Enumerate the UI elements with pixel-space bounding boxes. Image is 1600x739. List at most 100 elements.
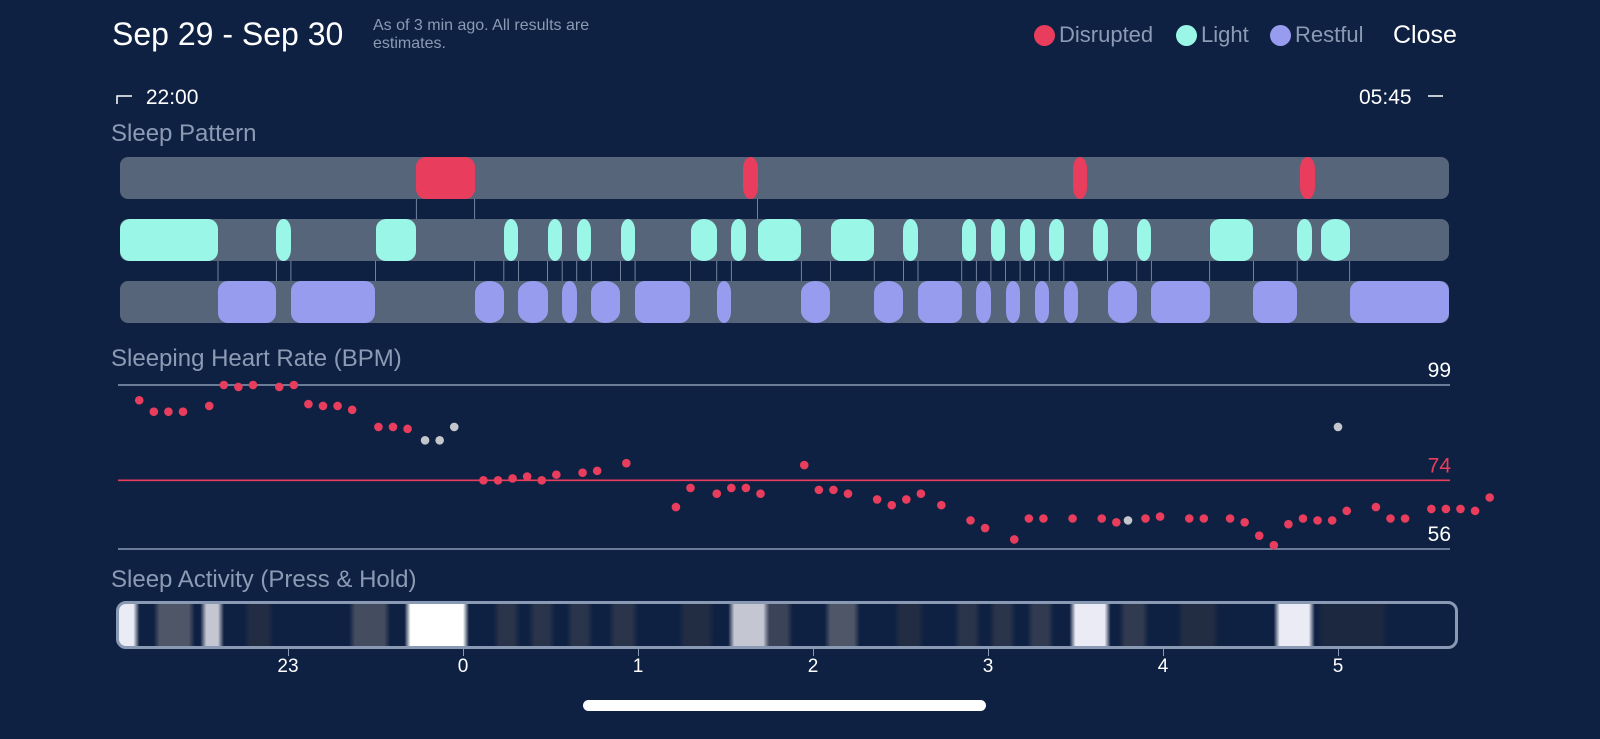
hour-tick-label: 1 bbox=[632, 656, 644, 677]
restful-segment bbox=[1034, 281, 1050, 323]
activity-band bbox=[1280, 604, 1309, 646]
hr-point bbox=[493, 476, 503, 485]
hr-point bbox=[552, 470, 561, 479]
restful-segment bbox=[1063, 281, 1079, 323]
hr-point bbox=[347, 405, 357, 415]
restful-segment bbox=[1349, 281, 1449, 323]
hr-point bbox=[1225, 514, 1235, 523]
hr-point bbox=[887, 500, 897, 510]
restful-dot-icon bbox=[1270, 24, 1291, 46]
activity-band bbox=[572, 604, 587, 646]
restful-segment bbox=[918, 281, 962, 323]
hr-point bbox=[829, 485, 838, 495]
activity-band bbox=[615, 604, 633, 646]
hr-point bbox=[164, 407, 173, 416]
activity-band bbox=[734, 604, 763, 646]
hr-point bbox=[622, 458, 631, 468]
hour-tick bbox=[288, 646, 289, 656]
activity-band bbox=[1323, 604, 1381, 646]
light-segment bbox=[1320, 219, 1350, 261]
end-time: 05:45 bbox=[1359, 86, 1444, 110]
light-segment bbox=[276, 219, 291, 261]
light-segment bbox=[503, 219, 519, 261]
disrupted-track[interactable] bbox=[120, 157, 1449, 199]
hr-point bbox=[1313, 516, 1322, 525]
heart-rate-title: Sleeping Heart Rate (BPM) bbox=[111, 345, 402, 372]
restful-segment bbox=[518, 281, 548, 323]
hr-point bbox=[1184, 514, 1194, 523]
hr-point bbox=[248, 380, 258, 390]
hr-point bbox=[814, 485, 824, 495]
hr-point bbox=[916, 489, 926, 498]
sleep-activity-bar[interactable] bbox=[116, 601, 1458, 649]
close-button[interactable]: Close bbox=[1393, 21, 1457, 49]
hour-tick bbox=[1338, 646, 1339, 656]
hr-point bbox=[388, 422, 398, 432]
hr-point bbox=[508, 474, 517, 483]
hr-point bbox=[799, 460, 809, 470]
home-indicator[interactable] bbox=[583, 700, 986, 711]
light-track[interactable] bbox=[120, 219, 1449, 261]
hr-point bbox=[522, 472, 532, 481]
light-segment bbox=[731, 219, 746, 261]
hr-point bbox=[756, 489, 765, 498]
hr-point bbox=[1470, 506, 1480, 516]
hr-point-uncertain bbox=[1333, 422, 1343, 432]
hr-point bbox=[1386, 514, 1395, 523]
hr-point bbox=[204, 401, 214, 411]
end-bracket-icon bbox=[1428, 95, 1444, 97]
hr-point bbox=[318, 401, 328, 411]
hr-point bbox=[1068, 514, 1077, 523]
light-segment bbox=[1020, 219, 1035, 261]
hr-point bbox=[902, 495, 911, 504]
restful-segment bbox=[716, 281, 732, 323]
legend-disrupted: Disrupted bbox=[1034, 22, 1153, 48]
hr-point bbox=[1009, 535, 1019, 544]
light-segment bbox=[120, 219, 218, 261]
light-segment bbox=[576, 219, 592, 261]
hr-point bbox=[1441, 504, 1451, 514]
start-time: 22:00 bbox=[116, 86, 198, 110]
reference-label-74: 74 bbox=[1428, 454, 1452, 477]
hr-point bbox=[1298, 514, 1308, 523]
hour-tick-label: 0 bbox=[457, 656, 469, 677]
legend-label: Restful bbox=[1295, 22, 1364, 47]
hr-point bbox=[686, 483, 695, 493]
disrupted-dot-icon bbox=[1034, 24, 1055, 46]
hr-point bbox=[403, 424, 412, 434]
hr-point bbox=[234, 382, 243, 392]
hour-tick-label: 4 bbox=[1157, 656, 1169, 677]
hr-point bbox=[937, 500, 946, 510]
legend-label: Disrupted bbox=[1059, 22, 1154, 47]
hr-point bbox=[592, 466, 602, 476]
activity-band bbox=[411, 604, 464, 646]
restful-segment bbox=[218, 281, 277, 323]
hr-point bbox=[134, 395, 144, 405]
hr-point bbox=[1400, 514, 1410, 523]
light-segment bbox=[1093, 219, 1108, 261]
light-segment bbox=[1049, 219, 1064, 261]
legend-label: Light bbox=[1201, 22, 1249, 47]
light-segment bbox=[547, 219, 563, 261]
hr-point bbox=[537, 476, 547, 485]
sleep-pattern-title: Sleep Pattern bbox=[111, 120, 257, 147]
sleep-activity-title: Sleep Activity (Press & Hold) bbox=[111, 566, 417, 593]
activity-band bbox=[1125, 604, 1143, 646]
activity-band bbox=[831, 604, 854, 646]
hr-point bbox=[1485, 493, 1494, 502]
disrupted-segment bbox=[1072, 157, 1088, 199]
activity-band bbox=[250, 604, 268, 646]
hr-point-uncertain bbox=[1123, 516, 1133, 525]
hr-point bbox=[178, 407, 188, 416]
hr-point bbox=[1039, 514, 1048, 523]
restful-segment bbox=[474, 281, 504, 323]
activity-band bbox=[960, 604, 975, 646]
hr-point bbox=[1155, 512, 1165, 521]
restful-track[interactable] bbox=[120, 281, 1449, 323]
light-dot-icon bbox=[1176, 24, 1197, 46]
restful-segment bbox=[1107, 281, 1137, 323]
hr-point bbox=[333, 401, 342, 411]
hr-point bbox=[1112, 518, 1121, 527]
activity-band bbox=[769, 604, 787, 646]
